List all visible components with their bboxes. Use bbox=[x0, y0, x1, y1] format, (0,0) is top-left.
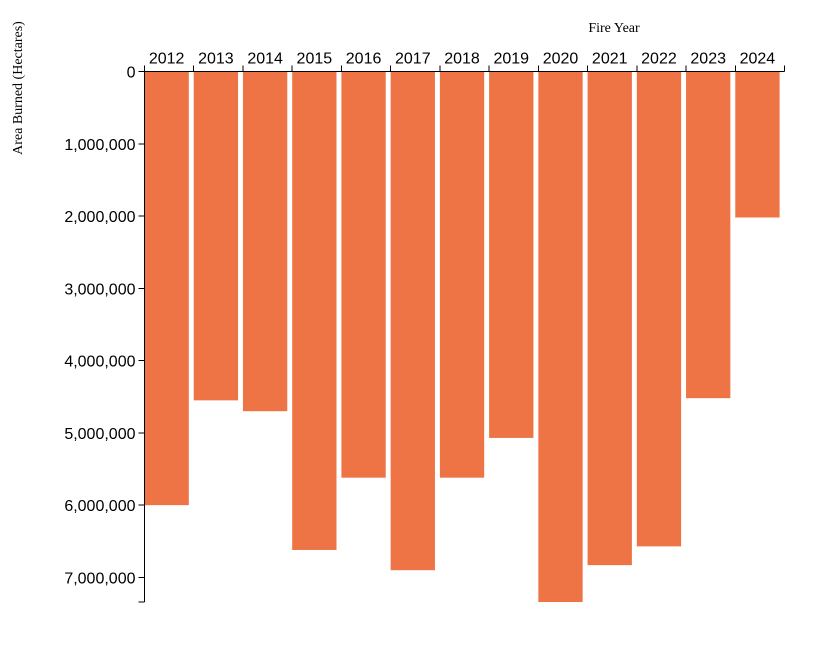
x-tick-label: 2012 bbox=[149, 51, 185, 68]
x-tick-label: 2013 bbox=[198, 51, 234, 68]
bar-2016 bbox=[341, 71, 386, 478]
y-tick-label: 6,000,000 bbox=[64, 498, 135, 515]
x-tick-label: 2017 bbox=[395, 51, 431, 68]
bar-2013 bbox=[193, 71, 239, 401]
x-tick-label: 2024 bbox=[740, 51, 776, 68]
bar-2017 bbox=[390, 71, 435, 571]
bar-2018 bbox=[439, 71, 485, 478]
y-tick-label: 1,000,000 bbox=[64, 137, 135, 154]
y-axis-title: Area Burned (Hectares) bbox=[11, 21, 26, 155]
bar-2023 bbox=[686, 71, 731, 399]
x-tick-label: 2015 bbox=[297, 51, 333, 68]
bar-2015 bbox=[292, 71, 337, 550]
bar-2019 bbox=[489, 71, 534, 438]
bar-2022 bbox=[636, 71, 682, 547]
x-axis-title: Fire Year bbox=[588, 21, 640, 36]
x-tick-label: 2022 bbox=[641, 51, 677, 68]
y-tick-label: 4,000,000 bbox=[64, 354, 135, 371]
x-tick-label: 2018 bbox=[444, 51, 480, 68]
y-tick-label: 2,000,000 bbox=[64, 209, 135, 226]
x-tick-label: 2016 bbox=[346, 51, 382, 68]
x-tick-label: 2014 bbox=[247, 51, 283, 68]
bar-2024 bbox=[735, 71, 780, 218]
y-tick-label: 0 bbox=[127, 65, 136, 82]
bar-2021 bbox=[587, 71, 632, 566]
y-tick-label: 3,000,000 bbox=[64, 281, 135, 298]
x-tick-label: 2021 bbox=[592, 51, 628, 68]
plot-area: 2012 2013 2014 2015 2016 2017 2018 2019 2020 2021… bbox=[64, 51, 785, 603]
bar-2014 bbox=[242, 71, 288, 412]
bar-2012 bbox=[144, 71, 189, 506]
x-tick-label: 2023 bbox=[690, 51, 726, 68]
bar-2020 bbox=[538, 71, 583, 602]
x-tick-label: 2020 bbox=[543, 51, 579, 68]
y-tick-label: 5,000,000 bbox=[64, 426, 135, 443]
x-tick-label: 2019 bbox=[493, 51, 529, 68]
y-tick-label: 7,000,000 bbox=[64, 570, 135, 587]
